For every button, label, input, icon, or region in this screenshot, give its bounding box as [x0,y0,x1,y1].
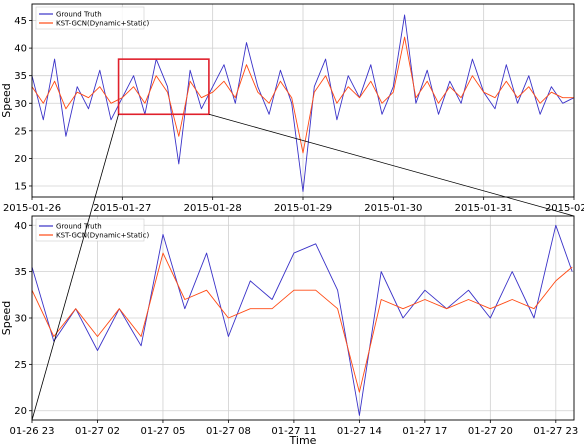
y-axis-label: Speed [0,301,13,335]
y-tick-label: 35 [14,71,27,82]
x-tick-label: 2015-01-29 [274,203,332,214]
legend-label: KST-GCN(Dynamic+Static) [56,20,149,28]
y-tick-label: 40 [14,44,27,55]
zoom-chart: 20 25 30 35 40 01-26 23 01-27 02 01-27 05 01-27 … [0,215,578,446]
x-tick-label: 2015-01-31 [455,203,513,214]
x-tick-label: 2015-01-27 [93,203,151,214]
x-tick-label: 01-27 08 [206,426,251,437]
y-tick-label: 30 [14,314,27,325]
series-line-prediction [31,252,573,393]
x-tick-label: 01-27 14 [337,426,382,437]
y-tick-label: 35 [14,267,27,278]
y-tick-label: 25 [14,360,27,371]
zoom-indicator [31,58,575,421]
legend-label: Ground Truth [56,223,102,231]
x-tick-label: 2015-01-28 [184,203,242,214]
x-tick-label: 01-26 23 [10,426,55,437]
y-tick-label: 45 [14,16,27,27]
x-tick-label: 01-27 05 [140,426,185,437]
x-tick-label: 01-27 02 [75,426,120,437]
legend-label: Ground Truth [56,11,102,19]
x-tick-label: 01-27 17 [402,426,447,437]
x-tick-label: 2015-01-30 [364,203,422,214]
y-tick-label: 25 [14,126,27,137]
y-tick-label: 30 [14,99,27,110]
legend-label: KST-GCN(Dynamic+Static) [56,232,149,240]
series-line-prediction [31,36,574,154]
zoom-connector-right [208,113,575,217]
x-tick-label: 01-27 23 [533,426,578,437]
overview-chart: 15 20 25 30 35 40 45 2015-01-26 2015-01-27 2015-0… [0,3,584,214]
series-line-ground-truth [31,224,573,416]
x-tick-label: 01-27 20 [468,426,513,437]
y-tick-label: 20 [14,154,27,165]
x-tick-label: 2015-02-01 [545,203,584,214]
x-axis-label: Time [289,434,317,446]
zoom-connector-left [31,114,119,421]
y-tick-label: 15 [14,181,27,192]
zoom-box [117,58,210,116]
legend-box [35,218,145,242]
legend-box [35,6,145,30]
y-tick-label: 20 [14,406,27,417]
x-tick-label: 01-27 11 [271,426,316,437]
x-tick-label: 2015-01-26 [3,203,61,214]
y-axis-label: Speed [0,83,13,117]
y-tick-label: 40 [14,221,27,232]
